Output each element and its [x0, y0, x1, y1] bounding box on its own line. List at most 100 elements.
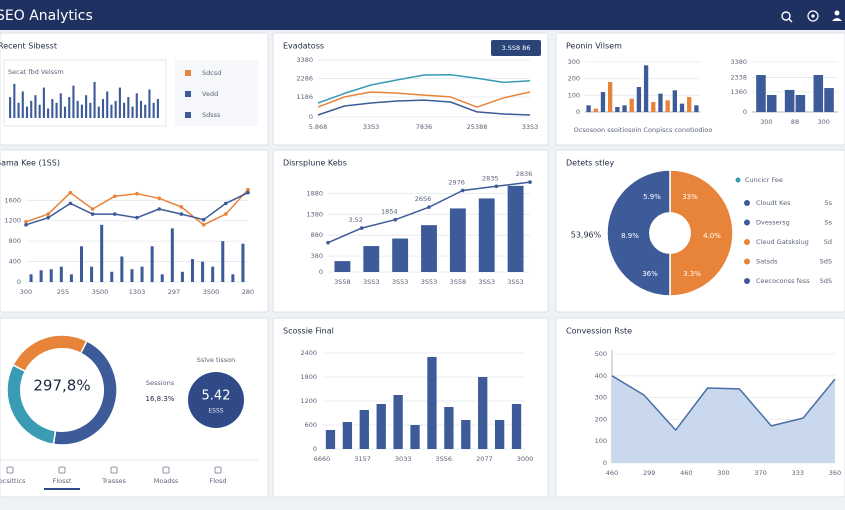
legend-dot: [735, 177, 741, 183]
bar: [756, 75, 766, 112]
bar: [150, 246, 154, 282]
legend-dot: [744, 219, 750, 226]
legend-value: Sd: [824, 238, 832, 246]
annotation: 2976: [448, 178, 465, 186]
legend-title: Cuncicr Fee: [745, 176, 783, 184]
bar: [444, 407, 454, 449]
y-tick-label: 1186: [296, 93, 313, 101]
bar: [90, 266, 94, 282]
active-tab-indicator: [44, 488, 80, 490]
bar: [110, 271, 114, 282]
x-tick-label: 460: [606, 469, 618, 477]
slice: [6, 364, 57, 446]
legend-label: Dvessersg: [756, 219, 790, 227]
bar: [106, 91, 109, 118]
legend-swatch: [185, 70, 191, 76]
point: [393, 217, 398, 222]
bar: [114, 100, 117, 118]
bar: [130, 269, 134, 282]
bar: [461, 420, 471, 449]
point: [90, 212, 95, 216]
panel-title: Sama Kee (1SS): [0, 159, 60, 168]
x-tick-label: 1303: [129, 288, 146, 296]
stat-label: Sessions: [146, 379, 175, 387]
bar: [72, 85, 75, 118]
x-tick-label: 370: [754, 469, 766, 477]
y-tick-label: 3380: [730, 58, 747, 66]
y-tick-label: 0: [603, 459, 607, 467]
bar: [85, 95, 88, 118]
bar: [392, 238, 409, 272]
x-tick-label: 3SS3: [363, 278, 380, 286]
center-label: 297,8%: [33, 377, 90, 395]
bar: [69, 274, 73, 282]
x-tick-label: 3000: [517, 455, 534, 463]
bar: [80, 104, 83, 118]
point: [90, 207, 95, 211]
user-icon[interactable]: [832, 10, 842, 22]
bar: [63, 106, 67, 118]
tab-icon[interactable]: [6, 466, 14, 474]
caption: Ocsosoon ssoitiosoin Conpiscs conotiodio…: [574, 126, 713, 134]
area: [612, 375, 835, 463]
panel-title: Convession Rste: [566, 327, 632, 336]
panel-title: Evadatoss: [283, 42, 324, 51]
bar: [478, 198, 495, 272]
y-tick-label: 1200: [300, 397, 317, 405]
y-tick-label: 1380: [306, 210, 323, 218]
bar: [17, 102, 20, 118]
x-tick-label: 360: [829, 469, 841, 477]
panel: [555, 32, 845, 146]
slice-label: 4.0%: [703, 232, 721, 240]
tab-label: Trasses: [101, 477, 126, 485]
tab-icon[interactable]: [214, 466, 222, 474]
bar: [79, 246, 84, 282]
point: [46, 215, 50, 220]
bar: [241, 243, 245, 282]
bar: [410, 425, 420, 449]
bar: [9, 97, 12, 118]
search-icon[interactable]: [781, 11, 793, 23]
bar: [97, 106, 100, 118]
panel-title: Disrsplune Kebs: [283, 159, 347, 168]
y-tick-label: 0: [319, 268, 323, 276]
bar: [144, 104, 147, 118]
settings-icon[interactable]: [807, 10, 819, 22]
x-tick-label: 3S53: [421, 278, 438, 286]
tab-icon[interactable]: [110, 466, 118, 474]
y-tick-label: 300: [568, 58, 580, 66]
bar: [231, 274, 235, 282]
point: [179, 205, 184, 209]
line: [611, 375, 836, 431]
x-tick-label: 299: [643, 469, 655, 477]
tab-label: Flosd: [209, 477, 226, 485]
bar: [221, 241, 225, 282]
y-tick-label: 800: [9, 237, 21, 245]
badge-title: Sslve tisson: [197, 356, 235, 364]
x-tick-label: 25388: [467, 123, 488, 131]
tab-label: Moadss: [154, 477, 179, 485]
bar: [59, 93, 62, 118]
point: [157, 196, 161, 201]
bar: [376, 404, 386, 449]
x-tick-label: 300: [717, 469, 729, 477]
bar: [39, 270, 43, 282]
bar: [190, 259, 195, 282]
panel-title: Recent Sibesst: [0, 42, 57, 51]
bar: [393, 395, 403, 449]
x-tick-label: 3S58: [450, 278, 467, 286]
line: [317, 99, 531, 116]
point: [460, 188, 465, 193]
tab-icon[interactable]: [58, 466, 66, 474]
bar: [51, 99, 54, 118]
bar: [359, 410, 369, 449]
point: [113, 212, 117, 216]
bar: [139, 100, 143, 118]
tab-icon[interactable]: [162, 466, 170, 474]
y-tick-label: 380: [311, 252, 323, 260]
legend-label: Ceecoconss fess: [756, 277, 810, 285]
legend-dot: [744, 239, 750, 245]
header-bar: [0, 0, 845, 30]
button[interactable]: [491, 40, 541, 56]
panel-title: Scossie Final: [283, 327, 334, 336]
